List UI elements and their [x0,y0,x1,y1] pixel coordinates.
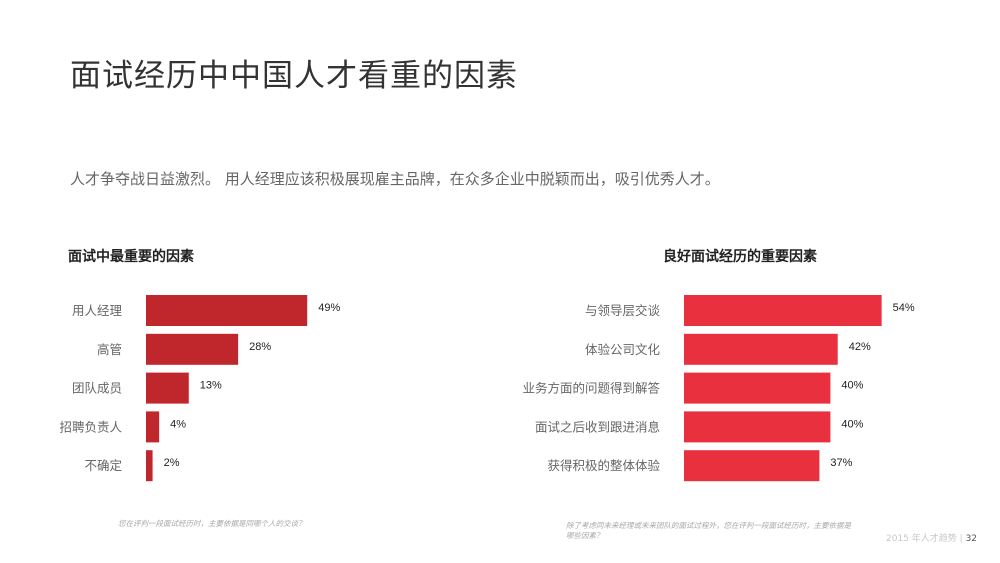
right-category-label: 体验公司文化 [585,342,661,357]
left-category-label: 不确定 [84,458,122,473]
left-chart-title: 面试中最重要的因素 [68,249,194,265]
right-value-label: 40% [841,380,863,392]
left-value-label: 28% [249,341,271,353]
right-chart-footnote: 除了考虑同未来经理或未来团队的面试过程外，您在评判一段面试经历时，主要依据是哪些… [566,521,851,540]
left-value-label: 4% [170,418,186,430]
right-bar [684,333,838,365]
footer-separator: | [959,534,963,544]
left-category-label: 团队成员 [72,381,122,396]
page-title: 面试经历中中国人才看重的因素 [70,58,518,94]
left-bar [146,450,153,482]
right-value-label: 37% [830,457,852,469]
left-category-label: 用人经理 [72,303,123,318]
left-value-label: 2% [164,457,180,469]
right-value-label: 40% [841,418,863,430]
left-bar [146,411,160,443]
left-category-label: 高管 [97,342,122,357]
right-category-label: 面试之后收到跟进消息 [535,419,660,434]
left-bar [146,295,308,326]
right-bar [684,450,820,482]
left-value-label: 13% [200,380,222,392]
right-bar [684,295,882,326]
left-category-label: 招聘负责人 [59,419,122,434]
footer-text: 2015 年人才趋势 [886,534,957,544]
left-bar [146,372,189,404]
page-number: 32 [965,534,978,544]
right-category-label: 获得积极的整体体验 [547,458,660,473]
right-bar [684,372,831,404]
right-bar [684,411,831,443]
page-footer: 2015 年人才趋势 | 32 [886,531,977,544]
right-value-label: 42% [849,341,871,353]
page-subtitle: 人才争夺战日益激烈。 用人经理应该积极展现雇主品牌，在众多企业中脱颖而出，吸引优… [70,170,720,188]
left-bar [146,333,239,365]
right-chart-title: 良好面试经历的重要因素 [663,249,817,265]
right-category-label: 与领导层交谈 [585,303,661,318]
left-value-label: 49% [318,302,340,314]
right-category-label: 业务方面的问题得到解答 [522,381,660,396]
left-chart-footnote: 您在评判一段面试经历时，主要依据是同哪个人的交谈？ [118,519,306,528]
right-value-label: 54% [893,302,915,314]
